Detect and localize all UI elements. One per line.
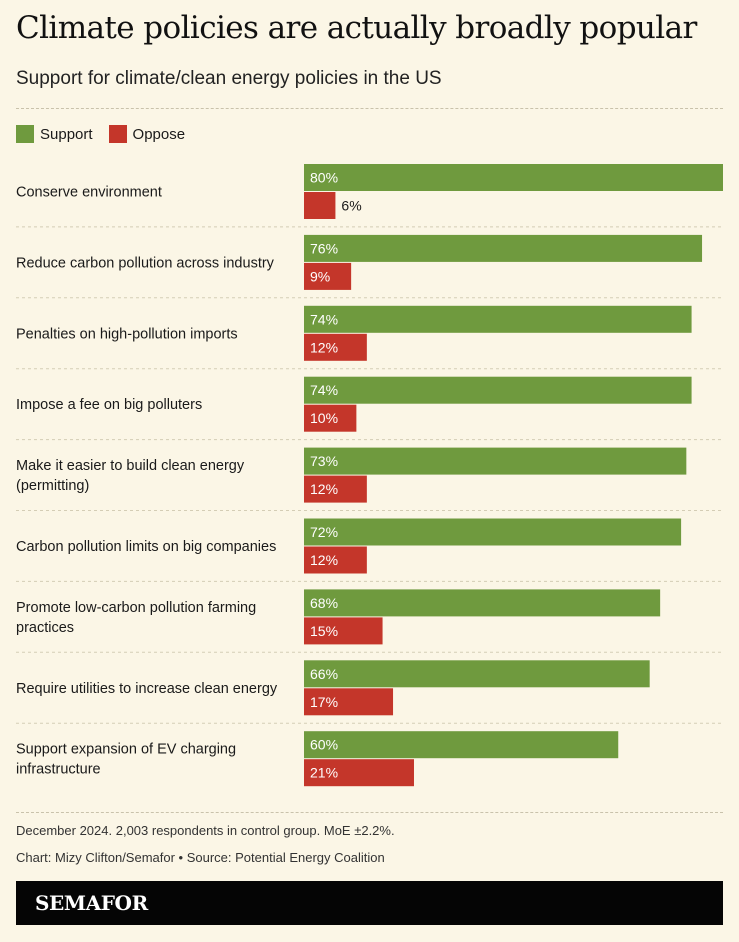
- legend-item-oppose: Oppose: [108, 125, 186, 143]
- support-bar: [304, 305, 692, 333]
- category-label: Impose a fee on big polluters: [16, 397, 202, 413]
- category-label-line: Impose a fee on big polluters: [16, 397, 202, 413]
- oppose-value-label: 12%: [310, 339, 338, 355]
- support-value-label: 73%: [310, 453, 338, 469]
- oppose-value-label: 21%: [310, 765, 338, 781]
- oppose-bar: [304, 475, 367, 503]
- category-label-line: (permitting): [16, 478, 89, 494]
- support-value-label: 74%: [310, 382, 338, 398]
- divider-top: [16, 108, 723, 109]
- category-label: Make it easier to build clean energy (per…: [16, 458, 245, 494]
- chart-row: Reduce carbon pollution across industry 7…: [16, 234, 723, 299]
- oppose-bar: [304, 262, 352, 290]
- category-label-line: Require utilities to increase clean ener…: [16, 681, 278, 697]
- oppose-bar: [304, 546, 367, 574]
- category-label: Carbon pollution limits on big companies: [16, 539, 276, 555]
- category-label: Conserve environment: [16, 185, 162, 201]
- oppose-bar: [304, 404, 357, 432]
- bar-chart: Conserve environment 80%6% Reduce carbon p…: [16, 164, 723, 787]
- category-label-line: Penalties on high-pollution imports: [16, 326, 238, 342]
- oppose-bar: [304, 333, 367, 361]
- legend-item-support: Support: [16, 125, 93, 143]
- category-label: Require utilities to increase clean ener…: [16, 681, 278, 697]
- category-label-line: infrastructure: [16, 762, 101, 778]
- brand-bar: SEMAFOR: [16, 881, 723, 925]
- oppose-value-label: 12%: [310, 552, 338, 568]
- support-value-label: 68%: [310, 595, 338, 611]
- oppose-bar: [304, 617, 383, 645]
- footnote: December 2024. 2,003 respondents in cont…: [16, 823, 395, 838]
- support-bar: [304, 589, 661, 617]
- credit-line: Chart: Mizy Clifton/Semafor • Source: Po…: [16, 850, 385, 865]
- legend-oppose-label: Oppose: [132, 125, 186, 143]
- chart-title: Climate policies are actually broadly po…: [16, 10, 697, 46]
- chart-row: Conserve environment 80%6%: [16, 164, 723, 228]
- chart-row: Support expansion of EV charging infrastr…: [16, 731, 619, 787]
- support-value-label: 72%: [310, 524, 338, 540]
- oppose-value-label: 10%: [310, 410, 338, 426]
- support-bar: [304, 164, 723, 191]
- support-swatch: [16, 125, 34, 143]
- chart-row: Impose a fee on big polluters 74% 10%: [16, 376, 723, 441]
- category-label: Promote low-carbon pollution farming prac…: [16, 600, 256, 636]
- category-label: Reduce carbon pollution across industry: [16, 255, 275, 271]
- category-label-line: Make it easier to build clean energy: [16, 458, 245, 474]
- oppose-swatch: [108, 125, 127, 143]
- chart-row: Make it easier to build clean energy (per…: [16, 447, 723, 511]
- support-value-label: 80%: [310, 170, 338, 186]
- chart-row: Promote low-carbon pollution farming prac…: [16, 589, 723, 653]
- chart-row: Require utilities to increase clean ener…: [16, 660, 723, 724]
- support-bar: [304, 376, 692, 404]
- category-label-line: practices: [16, 620, 74, 636]
- category-label-line: Conserve environment: [16, 185, 162, 201]
- oppose-value-label: 12%: [310, 481, 338, 497]
- legend: Support Oppose: [16, 125, 201, 143]
- chart-row: Carbon pollution limits on big companies…: [16, 518, 723, 582]
- category-label-line: Promote low-carbon pollution farming: [16, 600, 256, 616]
- oppose-value-label: 6%: [341, 198, 361, 214]
- semafor-logo: SEMAFOR: [35, 891, 148, 915]
- support-bar: [304, 447, 687, 475]
- oppose-value-label: 9%: [310, 268, 330, 284]
- oppose-bar: [304, 759, 414, 787]
- oppose-bar: [304, 688, 394, 716]
- category-label: Penalties on high-pollution imports: [16, 326, 238, 342]
- support-bar: [304, 518, 682, 546]
- support-bar: [304, 731, 619, 759]
- oppose-value-label: 15%: [310, 623, 338, 639]
- divider-bottom: [16, 812, 723, 813]
- category-label-line: Carbon pollution limits on big companies: [16, 539, 276, 555]
- oppose-bar: [304, 192, 336, 219]
- support-value-label: 76%: [310, 240, 338, 256]
- oppose-value-label: 17%: [310, 694, 338, 710]
- category-label: Support expansion of EV charging infrastr…: [16, 742, 236, 778]
- chart-row: Penalties on high-pollution imports 74% 12…: [16, 305, 723, 370]
- support-value-label: 60%: [310, 737, 338, 753]
- support-bar: [304, 660, 650, 688]
- support-value-label: 74%: [310, 311, 338, 327]
- chart-subtitle: Support for climate/clean energy policie…: [16, 68, 442, 89]
- support-value-label: 66%: [310, 666, 338, 682]
- support-bar: [304, 234, 703, 262]
- category-label-line: Reduce carbon pollution across industry: [16, 255, 275, 271]
- legend-support-label: Support: [40, 125, 93, 143]
- category-label-line: Support expansion of EV charging: [16, 742, 236, 758]
